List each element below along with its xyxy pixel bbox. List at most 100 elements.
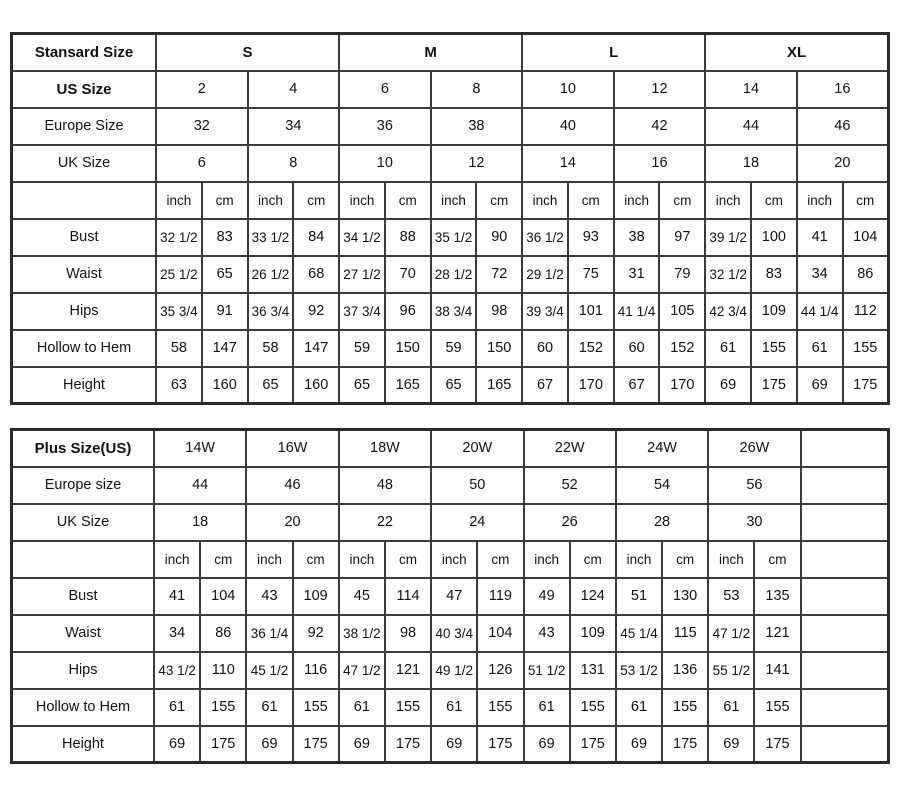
measurement-cm-value: 83 <box>749 254 798 294</box>
standard-measurement-row: Hips 35 3/4 91 36 3/4 92 37 3/4 96 38 3/4 98 39 3… <box>10 291 890 331</box>
measurement-label: Waist <box>10 254 158 294</box>
standard-us-size-row: US Size 2 4 6 8 10 12 14 16 <box>10 69 890 109</box>
plus-size-value: 16W <box>245 428 340 468</box>
measurement-cm-value: 175 <box>841 365 890 405</box>
plus-uk-size-label: UK Size <box>10 502 155 542</box>
measurement-cm-value: 101 <box>566 291 615 331</box>
plus-measurement-inch-value: 47 1/2 <box>707 613 756 653</box>
unit-cm-header: cm <box>383 180 432 220</box>
plus-size-table-wrapper: Plus Size(US) 14W 16W 18W 20W 22W 24W 26W Europe… <box>10 428 890 764</box>
measurement-inch-value: 38 3/4 <box>429 291 478 331</box>
plus-europe-size-value: 56 <box>707 465 802 505</box>
plus-unit-inch-header: inch <box>430 539 479 579</box>
uk-size-value: 10 <box>338 143 432 183</box>
uk-size-value: 12 <box>429 143 524 183</box>
measurement-cm-value: 152 <box>566 328 615 368</box>
measurement-cm-value: 155 <box>749 328 798 368</box>
measurement-inch-value: 35 3/4 <box>155 291 203 331</box>
measurement-inch-value: 31 <box>612 254 661 294</box>
plus-measurement-cm-value: 131 <box>568 650 617 690</box>
plus-measurement-cm-value: 175 <box>476 724 525 764</box>
plus-measurement-cm-value: 114 <box>383 576 433 616</box>
plus-measurement-inch-value: 61 <box>522 687 571 727</box>
measurement-inch-value: 38 <box>612 217 661 257</box>
plus-measurement-row: Hips 43 1/2 110 45 1/2 116 47 1/2 121 49 1/2 126… <box>10 650 890 690</box>
plus-units-row-label <box>10 539 155 579</box>
us-size-value: 8 <box>429 69 524 109</box>
plus-measurement-label: Height <box>10 724 155 764</box>
measurement-cm-value: 86 <box>841 254 890 294</box>
measurement-cm-value: 160 <box>200 365 249 405</box>
plus-measurement-label: Bust <box>10 576 155 616</box>
us-size-label: US Size <box>10 69 158 109</box>
plus-measurement-label: Waist <box>10 613 155 653</box>
plus-uk-size-value: 26 <box>522 502 617 542</box>
measurement-cm-value: 150 <box>475 328 524 368</box>
measurement-inch-value: 34 1/2 <box>338 217 386 257</box>
measurement-cm-value: 165 <box>475 365 524 405</box>
measurement-cm-value: 83 <box>200 217 249 257</box>
measurement-cm-value: 175 <box>749 365 798 405</box>
measurement-cm-value: 96 <box>383 291 432 331</box>
uk-size-value: 14 <box>521 143 615 183</box>
plus-measurement-inch-value: 40 3/4 <box>430 613 479 653</box>
us-size-value: 10 <box>521 69 615 109</box>
plus-measurement-cm-value: 155 <box>661 687 710 727</box>
standard-size-group-row: Stansard Size S M L XL <box>10 32 890 72</box>
measurement-inch-value: 59 <box>429 328 478 368</box>
plus-empty-cell <box>799 650 890 690</box>
plus-measurement-inch-value: 34 <box>152 613 202 653</box>
plus-measurement-cm-value: 109 <box>291 576 340 616</box>
plus-measurement-cm-value: 86 <box>199 613 248 653</box>
measurement-inch-value: 36 3/4 <box>246 291 295 331</box>
measurement-inch-value: 67 <box>612 365 661 405</box>
plus-measurement-cm-value: 124 <box>568 576 617 616</box>
plus-measurement-cm-value: 155 <box>383 687 433 727</box>
measurement-inch-value: 65 <box>338 365 386 405</box>
plus-unit-inch-header: inch <box>707 539 756 579</box>
unit-inch-header: inch <box>338 180 386 220</box>
plus-measurement-row: Hollow to Hem 61 155 61 155 61 155 61 155 61 155 61… <box>10 687 890 727</box>
plus-europe-size-value: 50 <box>430 465 525 505</box>
plus-measurement-inch-value: 69 <box>614 724 664 764</box>
measurement-label: Hollow to Hem <box>10 328 158 368</box>
measurement-inch-value: 39 3/4 <box>521 291 569 331</box>
measurement-cm-value: 90 <box>475 217 524 257</box>
plus-measurement-cm-value: 110 <box>199 650 248 690</box>
uk-size-value: 8 <box>246 143 341 183</box>
us-size-value: 14 <box>704 69 798 109</box>
measurement-inch-value: 65 <box>429 365 478 405</box>
measurement-inch-value: 69 <box>704 365 752 405</box>
plus-measurement-inch-value: 53 <box>707 576 756 616</box>
plus-uk-size-value: 20 <box>245 502 340 542</box>
plus-measurement-inch-value: 69 <box>245 724 294 764</box>
measurement-inch-value: 42 3/4 <box>704 291 752 331</box>
plus-unit-inch-header: inch <box>245 539 294 579</box>
plus-measurement-cm-value: 155 <box>476 687 525 727</box>
measurement-cm-value: 92 <box>292 291 341 331</box>
units-row-label <box>10 180 158 220</box>
unit-inch-header: inch <box>429 180 478 220</box>
plus-europe-size-row: Europe size 44 46 48 50 52 54 56 <box>10 465 890 505</box>
plus-empty-cell <box>799 724 890 764</box>
measurement-inch-value: 59 <box>338 328 386 368</box>
plus-measurement-cm-value: 92 <box>291 613 340 653</box>
measurement-cm-value: 155 <box>841 328 890 368</box>
measurement-inch-value: 60 <box>612 328 661 368</box>
plus-measurement-cm-value: 141 <box>753 650 802 690</box>
plus-size-value: 26W <box>707 428 802 468</box>
plus-measurement-label: Hollow to Hem <box>10 687 155 727</box>
plus-measurement-inch-value: 43 <box>522 613 571 653</box>
plus-measurement-cm-value: 175 <box>383 724 433 764</box>
plus-size-value: 20W <box>430 428 525 468</box>
europe-size-value: 32 <box>155 106 249 146</box>
plus-size-value: 14W <box>152 428 248 468</box>
plus-measurement-inch-value: 69 <box>522 724 571 764</box>
plus-measurement-inch-value: 45 1/2 <box>245 650 294 690</box>
measurement-cm-value: 88 <box>383 217 432 257</box>
measurement-inch-value: 65 <box>246 365 295 405</box>
measurement-cm-value: 70 <box>383 254 432 294</box>
plus-uk-size-row: UK Size 18 20 22 24 26 28 30 <box>10 502 890 542</box>
plus-measurement-cm-value: 109 <box>568 613 617 653</box>
measurement-cm-value: 79 <box>658 254 707 294</box>
